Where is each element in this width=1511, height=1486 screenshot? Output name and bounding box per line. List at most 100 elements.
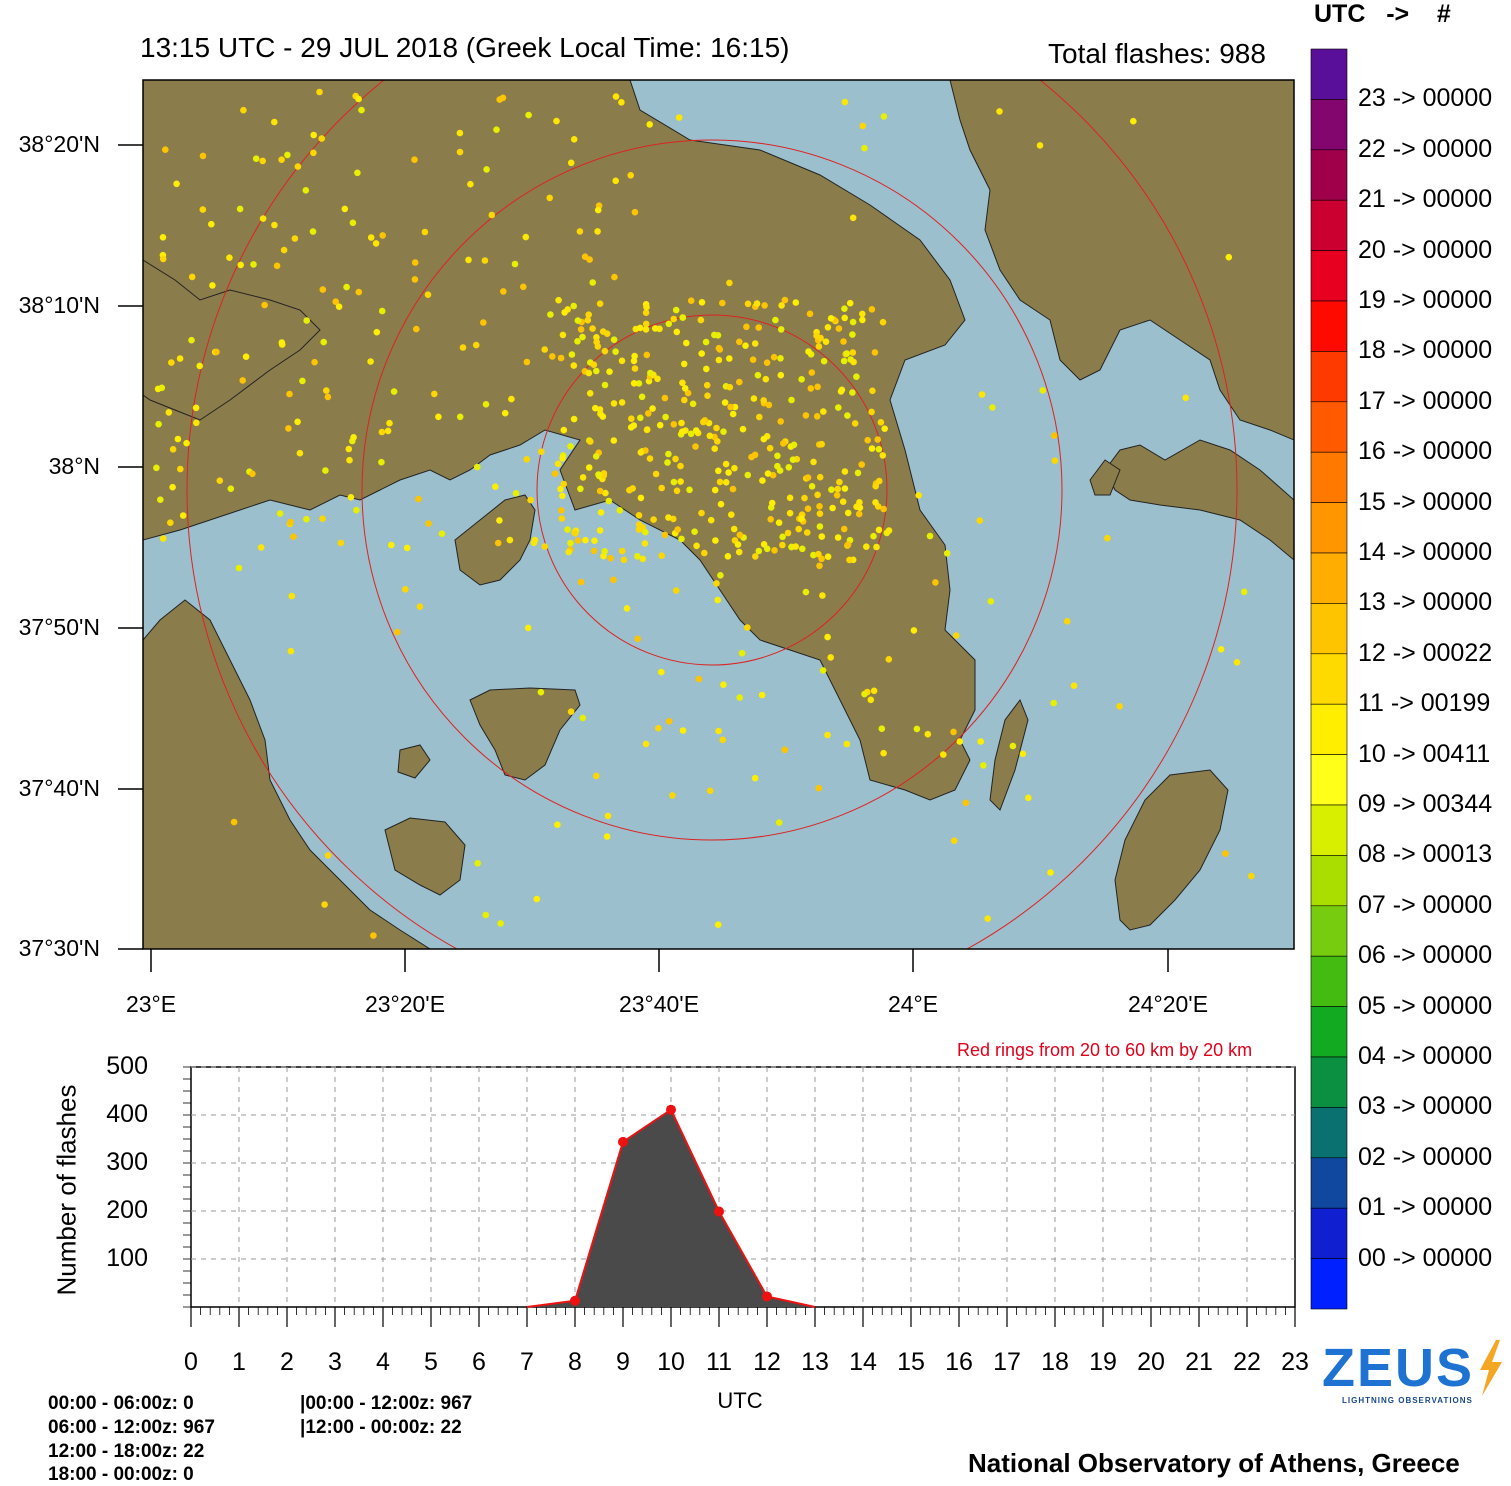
flash-dot: [858, 461, 865, 468]
flash-dot: [869, 387, 876, 395]
flash-dot: [618, 357, 626, 365]
flash-dot: [577, 326, 585, 333]
flash-dot: [554, 460, 562, 468]
flash-dot: [541, 543, 548, 550]
lat-label: 38°10'N: [18, 292, 100, 318]
flash-dot: [816, 473, 824, 481]
flash-dot: [665, 514, 672, 521]
flash-dot: [384, 427, 392, 435]
flash-dot: [729, 485, 737, 493]
flash-dot: [781, 296, 789, 304]
flash-dot: [1222, 850, 1229, 857]
flash-dot: [698, 299, 706, 306]
flash-dot: [626, 486, 633, 494]
x-tick-label: 6: [472, 1348, 486, 1376]
flash-dot: [721, 399, 729, 406]
flash-dot: [284, 151, 291, 159]
flash-dot: [754, 371, 762, 379]
flash-dot: [631, 365, 639, 372]
flash-dot: [818, 533, 826, 540]
flash-dot: [353, 506, 360, 514]
flash-dot: [867, 696, 875, 704]
flash-dot: [662, 413, 669, 421]
flash-dot: [814, 383, 821, 391]
legend-entry-label: 16 -> 00000: [1358, 437, 1493, 466]
flash-dot: [593, 334, 600, 341]
flash-dot: [692, 427, 700, 434]
legend-swatch: [1310, 99, 1348, 151]
lightning-map: [118, 79, 1295, 972]
flash-dot: [913, 725, 921, 733]
flash-dot: [849, 349, 857, 356]
flash-dot: [711, 486, 719, 494]
flash-dot: [980, 762, 987, 769]
legend-entry-label: 19 -> 00000: [1358, 286, 1493, 314]
x-tick-label: 20: [1137, 1348, 1165, 1376]
flash-dot: [703, 365, 710, 373]
legend-entry-label: 09 -> 00344: [1358, 790, 1493, 818]
flash-dot: [585, 311, 592, 319]
map-title: 13:15 UTC - 29 JUL 2018 (Greek Local Tim…: [140, 32, 790, 63]
flash-dot: [687, 297, 695, 305]
flash-dot: [841, 98, 849, 106]
aegina-island: [469, 687, 581, 781]
flash-dot: [744, 471, 752, 479]
flash-dot: [570, 136, 578, 143]
flash-dot: [1217, 646, 1225, 653]
stat-line: 00:00 - 06:00z: 0: [48, 1393, 194, 1414]
flash-dot: [257, 544, 265, 551]
flash-dot: [642, 740, 650, 748]
flash-dot: [814, 491, 821, 499]
flash-dot: [559, 455, 566, 462]
flash-dot: [349, 219, 357, 227]
flash-dot: [771, 547, 778, 554]
flash-dot: [642, 326, 650, 333]
flash-dot: [213, 348, 220, 356]
flash-dot: [531, 536, 539, 544]
flash-dot: [683, 339, 690, 347]
flash-dot: [403, 544, 411, 552]
flash-dot: [508, 395, 515, 403]
flash-dot: [824, 324, 832, 331]
flash-dot: [553, 117, 560, 125]
flash-dot: [456, 413, 464, 421]
flash-dot: [271, 221, 278, 229]
flash-dot: [589, 325, 596, 332]
lat-ticks: [118, 144, 143, 950]
flash-dot: [815, 343, 823, 350]
flash-dot: [792, 543, 799, 550]
flash-dot: [600, 472, 608, 479]
flash-dot: [335, 303, 343, 311]
flash-dot: [789, 456, 797, 464]
flash-dot: [635, 521, 643, 528]
flash-dot: [952, 632, 960, 639]
flash-dot: [803, 529, 811, 536]
flash-dot: [601, 548, 608, 555]
total-flashes: Total flashes: 988: [1048, 38, 1266, 69]
agistri-island: [397, 744, 431, 779]
flash-dot: [634, 553, 641, 560]
lat-label: 38°N: [48, 453, 100, 479]
flash-dot: [501, 409, 509, 417]
flash-dot: [739, 425, 747, 433]
flash-dot: [286, 390, 293, 398]
flash-dot: [807, 385, 815, 392]
flash-dot: [570, 362, 578, 369]
x-axis-label: UTC: [717, 1388, 763, 1413]
distance-rings: [186, 80, 1238, 949]
flash-dot: [728, 511, 735, 518]
flash-dot: [722, 460, 730, 468]
flash-dot: [664, 459, 671, 466]
flash-dot: [751, 774, 759, 782]
flash-dot: [165, 409, 173, 416]
flash-dot: [373, 328, 381, 336]
x-tick-label: 21: [1185, 1348, 1213, 1376]
flash-dot: [610, 576, 617, 584]
flash-dot: [855, 510, 863, 518]
flash-dot: [557, 354, 565, 362]
flash-dot: [1225, 253, 1233, 261]
rings-note: Red rings from 20 to 60 km by 20 km: [957, 1040, 1253, 1060]
flash-dot: [413, 325, 420, 333]
flash-dot: [843, 350, 850, 357]
kea-island: [1114, 769, 1229, 931]
